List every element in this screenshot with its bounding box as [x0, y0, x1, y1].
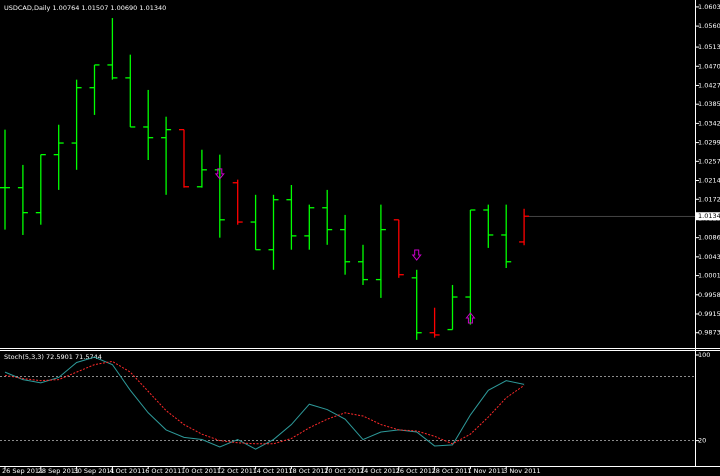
y-tick-label: 0.98730	[698, 329, 720, 337]
header-close: 1.01340	[139, 4, 166, 12]
x-tick-label: 4 Oct 2011	[109, 467, 145, 475]
x-tick-label: 20 Oct 2011	[324, 467, 364, 475]
x-tick-label: 28 Oct 2011	[432, 467, 472, 475]
y-tick-label: 1.00430	[698, 253, 720, 261]
x-tick-label: 12 Oct 2011	[217, 467, 257, 475]
header-low: 1.00690	[110, 4, 137, 12]
y-tick-label: 1.03850	[698, 100, 720, 108]
y-tick-label: 20	[698, 437, 706, 445]
x-tick-label: 14 Oct 2011	[253, 467, 293, 475]
x-tick-label: 6 Oct 2011	[145, 467, 181, 475]
x-tick-label: 24 Oct 2011	[360, 467, 400, 475]
x-tick-label: 1 Nov 2011	[467, 467, 505, 475]
chart-header: USDCAD,Daily 1.00764 1.01507 1.00690 1.0…	[4, 4, 166, 12]
indicator-signal-value: 71.5744	[75, 353, 102, 361]
signal-arrow	[214, 168, 225, 180]
symbol-title: USDCAD,Daily	[4, 4, 51, 12]
current-price-box	[696, 212, 720, 221]
indicator-title: Stoch(5,3,3)	[4, 353, 44, 361]
indicator-header: Stoch(5,3,3) 72.5901 71.5744	[4, 353, 102, 361]
x-tick-label: 30 Sep 2011	[74, 467, 115, 475]
x-tick-label: 26 Sep 2011	[2, 467, 43, 475]
y-tick-label: 1.06030	[698, 3, 720, 11]
signal-arrow	[465, 312, 476, 324]
y-tick-label: 1.02140	[698, 177, 720, 185]
indicator-main-value: 72.5901	[46, 353, 73, 361]
y-tick-label: 100	[698, 351, 710, 359]
y-tick-label: 1.02990	[698, 139, 720, 147]
current-price-label: 1.01340	[698, 212, 720, 220]
x-tick-label: 26 Oct 2011	[396, 467, 436, 475]
x-tick-label: 18 Oct 2011	[288, 467, 328, 475]
y-tick-label: 1.04700	[698, 62, 720, 70]
signal-arrow	[411, 249, 422, 261]
header-open: 1.00764	[52, 4, 79, 12]
x-tick-label: 3 Nov 2011	[503, 467, 541, 475]
y-tick-label: 1.00860	[698, 234, 720, 242]
y-tick-label: 1.05600	[698, 22, 720, 30]
y-tick-label: 1.05130	[698, 43, 720, 51]
indicator-line	[4, 360, 525, 445]
indicator-line	[4, 356, 525, 450]
y-tick-label: 1.02570	[698, 157, 720, 165]
y-tick-label: 1.01720	[698, 195, 720, 203]
x-tick-label: 10 Oct 2011	[181, 467, 221, 475]
header-high: 1.01507	[81, 4, 108, 12]
y-tick-label: 1.03420	[698, 119, 720, 127]
y-tick-label: 1.04270	[698, 81, 720, 89]
x-tick-label: 28 Sep 2011	[38, 467, 79, 475]
